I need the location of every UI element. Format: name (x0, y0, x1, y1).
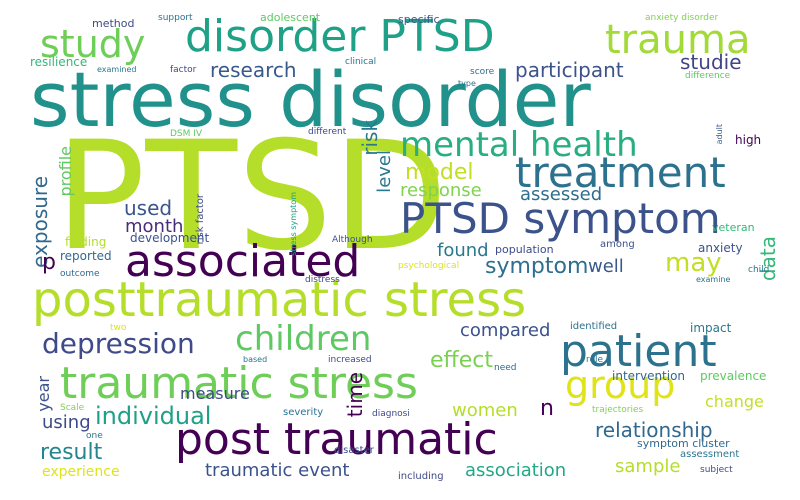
word-development: development (130, 231, 210, 245)
word-women: women (452, 400, 518, 421)
word-measure: measure (180, 384, 250, 403)
word-clinical: clinical (345, 57, 377, 67)
word-impact: impact (690, 321, 732, 335)
word-difference: difference (685, 71, 731, 81)
word-adult: adult (715, 124, 724, 145)
word-posttraumatic-stress: posttraumatic stress (32, 272, 527, 328)
word-ptsd-symptom: PTSD symptom (400, 194, 721, 243)
word-stress-symptom: stress symptom (289, 192, 298, 256)
word-increased: increased (328, 355, 372, 365)
word-model: model (405, 160, 474, 185)
word-anxiety: anxiety (698, 241, 743, 255)
word-although: Although (332, 235, 373, 245)
word-level: level (374, 150, 395, 193)
word-month: month (125, 216, 184, 237)
word-may: may (665, 248, 722, 278)
word-assessed: assessed (520, 184, 603, 205)
word-anxiety-disorder: anxiety disorder (645, 13, 719, 23)
word-research: research (210, 58, 297, 82)
word-including: including (398, 471, 444, 482)
word-change: change (705, 392, 764, 411)
word-stress-disorder: stress disorder (30, 55, 591, 144)
word-result: result (40, 440, 103, 465)
word-year: year (34, 376, 53, 412)
word-intervention: intervention (612, 369, 686, 383)
word-traumatic-event: traumatic event (205, 460, 350, 481)
word-different: different (308, 127, 347, 137)
word-based: based (243, 355, 268, 364)
word-high: high (735, 133, 762, 147)
word-time: time (343, 372, 367, 418)
word-children: children (235, 319, 372, 359)
word-post-traumatic: post traumatic (175, 414, 498, 465)
word-p: p (42, 250, 56, 275)
word-examined: examined (97, 65, 137, 74)
word-ptsd: PTSD (55, 110, 448, 284)
word-n: n (540, 396, 554, 421)
word-child: child (748, 265, 770, 275)
word-profile: profile (56, 146, 75, 197)
word-two: two (110, 323, 127, 333)
word-studie: studie (680, 50, 742, 74)
word-method: method (92, 17, 135, 30)
word-distress: distress (305, 275, 340, 285)
word-relationship: relationship (595, 418, 713, 442)
word-found: found (437, 240, 489, 261)
word-score: score (470, 67, 495, 77)
word-one: one (86, 431, 103, 441)
word-individual: individual (95, 402, 212, 430)
word-psychological: psychological (398, 261, 460, 271)
word-prevalence: prevalence (700, 369, 767, 383)
word-treatment: treatment (515, 148, 726, 197)
word-using: using (42, 412, 91, 433)
word-reported: reported (60, 249, 112, 263)
word-compared: compared (460, 320, 551, 341)
word-risk-factor: risk factor (195, 194, 206, 245)
word-assessment: assessment (680, 449, 740, 460)
word-effect: effect (430, 348, 493, 373)
word-need: need (494, 363, 517, 373)
word-disaster: disaster (334, 445, 374, 456)
word-population: population (495, 243, 554, 256)
word-traumatic-stress: traumatic stress (60, 358, 418, 409)
word-sample: sample (615, 456, 681, 477)
word-symptom-cluster: symptom cluster (637, 437, 730, 450)
word-associated: associated (125, 236, 361, 287)
word-response: response (400, 180, 482, 201)
word-type: type (458, 79, 476, 88)
word-severity: severity (283, 407, 324, 418)
word-outcome: outcome (60, 269, 100, 279)
word-support: support (158, 13, 193, 23)
word-experience: experience (42, 464, 120, 480)
word-dsm-iv: DSM IV (170, 129, 203, 139)
word-factor: factor (170, 65, 197, 75)
word-finding: finding (65, 235, 107, 249)
word-disorder-ptsd: disorder PTSD (185, 11, 495, 62)
word-used: used (124, 196, 173, 220)
word-well: well (588, 256, 624, 277)
word-among: among (600, 239, 635, 250)
word-symptom: symptom (485, 254, 589, 279)
word-resilience: resilience (30, 55, 88, 69)
word-depression: depression (42, 327, 195, 360)
word-study: study (40, 22, 146, 66)
word-specific: specific (398, 13, 440, 26)
word-association: association (465, 460, 567, 481)
word-trajectories: trajectories (592, 405, 644, 415)
word-scale: Scale (60, 403, 85, 413)
word-patient: patient (560, 326, 717, 377)
word-group: group (565, 363, 676, 407)
word-subject: subject (700, 465, 733, 475)
word-examine: examine (696, 275, 731, 284)
word-diagnosi: diagnosi (372, 409, 410, 419)
word-participant: participant (515, 58, 624, 82)
word-role: role (586, 355, 604, 365)
word-veteran: veteran (712, 221, 755, 234)
word-adolescent: adolescent (260, 11, 321, 24)
word-mental-health: mental health (400, 125, 638, 165)
word-trauma: trauma (605, 17, 751, 63)
word-identified: identified (570, 321, 618, 332)
